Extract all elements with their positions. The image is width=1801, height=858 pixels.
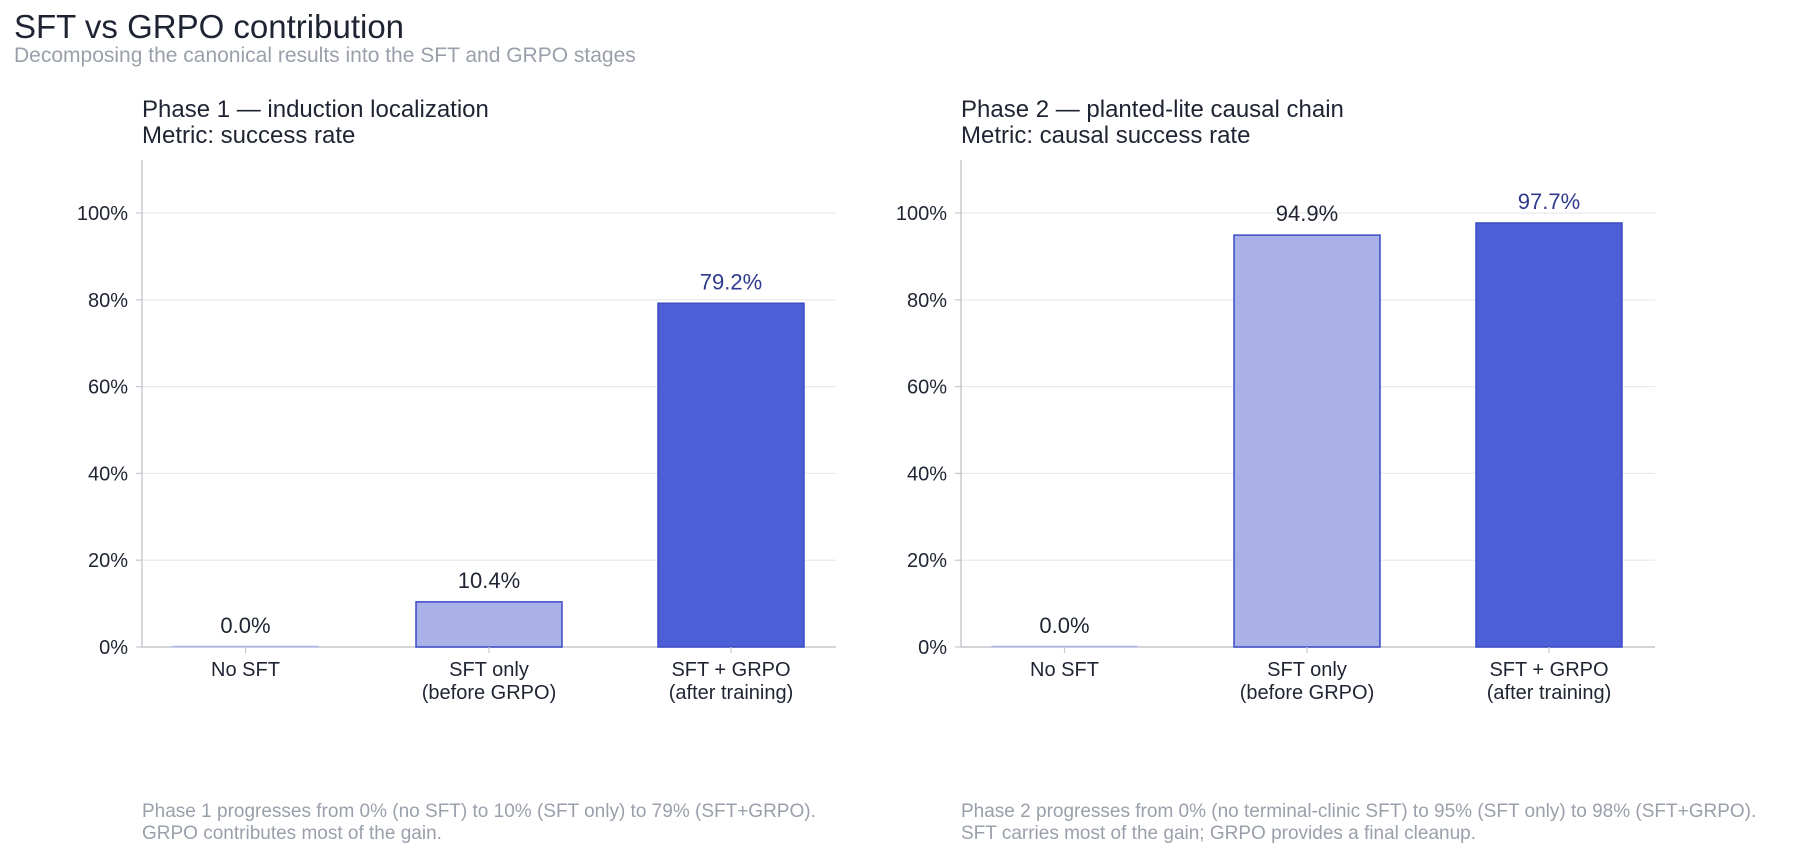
category-label: (before GRPO) bbox=[422, 682, 556, 704]
data-label: 79.2% bbox=[700, 269, 762, 294]
y-tick-label: 40% bbox=[907, 463, 947, 485]
y-tick-label: 60% bbox=[88, 377, 128, 399]
y-tick-label: 0% bbox=[99, 637, 128, 659]
y-tick-label: 20% bbox=[88, 550, 128, 572]
data-label: 10.4% bbox=[458, 568, 520, 593]
panel-title: Phase 1 — induction localization bbox=[142, 96, 489, 123]
category-label: (after training) bbox=[669, 682, 794, 704]
data-label: 0.0% bbox=[1039, 613, 1089, 638]
category-label: SFT only bbox=[1267, 659, 1347, 681]
category-label: SFT only bbox=[449, 659, 529, 681]
category-label: (before GRPO) bbox=[1240, 682, 1374, 704]
y-tick-label: 0% bbox=[918, 637, 947, 659]
y-tick-label: 40% bbox=[88, 463, 128, 485]
y-tick-label: 100% bbox=[77, 203, 128, 225]
figure-title: SFT vs GRPO contribution bbox=[14, 8, 405, 45]
category-label: (after training) bbox=[1487, 682, 1612, 704]
bar bbox=[657, 302, 805, 648]
panel-title: Phase 2 — planted-lite causal chain bbox=[961, 96, 1344, 123]
y-tick-label: 60% bbox=[907, 377, 947, 399]
figure-subtitle: Decomposing the canonical results into t… bbox=[14, 44, 636, 67]
y-tick-label: 80% bbox=[907, 290, 947, 312]
category-label: SFT + GRPO bbox=[671, 659, 790, 681]
panel-title: Metric: causal success rate bbox=[961, 122, 1250, 149]
panel-caption: SFT carries most of the gain; GRPO provi… bbox=[961, 823, 1476, 844]
y-tick-label: 100% bbox=[896, 203, 947, 225]
panel-caption: Phase 1 progresses from 0% (no SFT) to 1… bbox=[142, 801, 816, 822]
bar bbox=[1475, 222, 1623, 648]
bar bbox=[1233, 234, 1381, 648]
panel-caption: Phase 2 progresses from 0% (no terminal-… bbox=[961, 801, 1756, 822]
category-label: No SFT bbox=[1030, 659, 1099, 681]
panel-caption: GRPO contributes most of the gain. bbox=[142, 823, 442, 844]
y-tick-label: 20% bbox=[907, 550, 947, 572]
bar bbox=[415, 601, 563, 648]
category-label: SFT + GRPO bbox=[1489, 659, 1608, 681]
category-label: No SFT bbox=[211, 659, 280, 681]
data-label: 0.0% bbox=[220, 613, 270, 638]
panel-title: Metric: success rate bbox=[142, 122, 355, 149]
data-label: 97.7% bbox=[1518, 189, 1580, 214]
y-tick-label: 80% bbox=[88, 290, 128, 312]
data-label: 94.9% bbox=[1276, 201, 1338, 226]
